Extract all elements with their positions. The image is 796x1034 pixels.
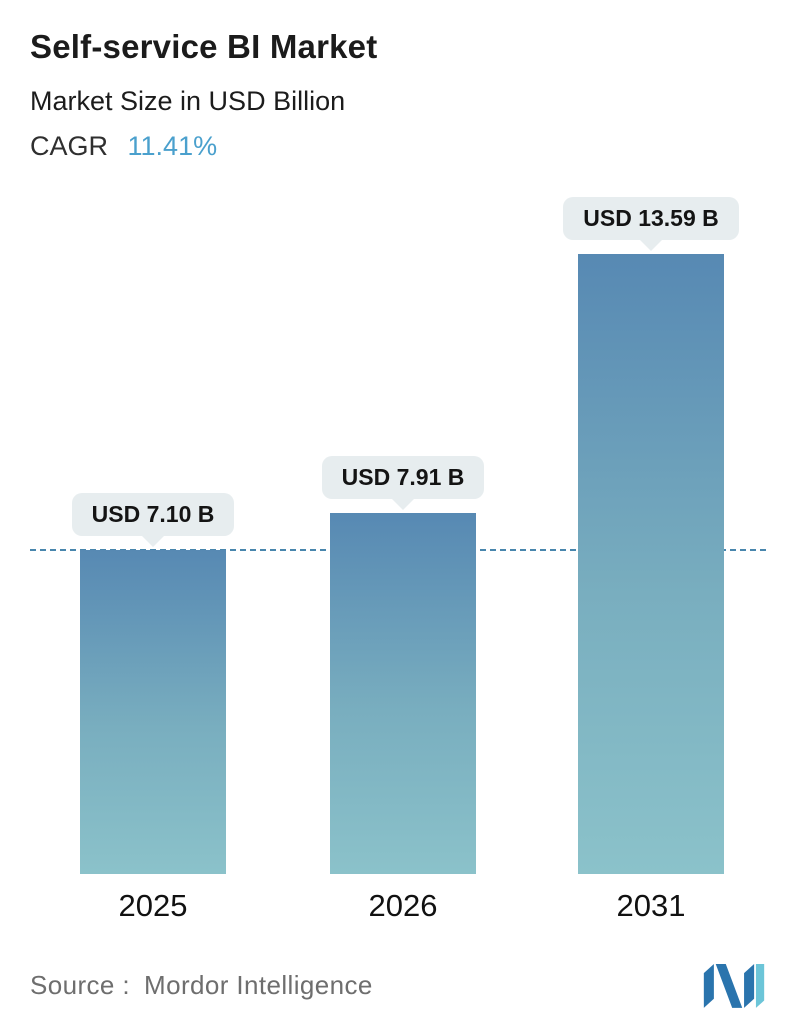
pill-pointer-icon <box>142 536 164 547</box>
bar-2026 <box>330 513 476 874</box>
cagr-label: CAGR <box>30 131 109 161</box>
mordor-intelligence-logo-icon <box>703 963 765 1008</box>
source-text: Source : Mordor Intelligence <box>30 970 373 1001</box>
x-axis-label-2026: 2026 <box>368 888 438 923</box>
x-axis-label-2031: 2031 <box>616 888 686 923</box>
bar-chart: USD 7.10 B 2025 USD 7.91 B 2026 USD 13.5… <box>30 197 766 923</box>
value-pill: USD 7.91 B <box>321 456 485 499</box>
cagr-value: 11.41% <box>127 131 218 161</box>
source-label: Source : <box>30 969 131 1000</box>
bar-2031 <box>578 254 724 874</box>
pill-pointer-icon <box>392 499 414 510</box>
value-pill: USD 13.59 B <box>563 197 739 240</box>
bar-group-2025: USD 7.10 B 2025 <box>71 493 235 923</box>
chart-subtitle: Market Size in USD Billion <box>30 86 346 116</box>
bar-group-2031: USD 13.59 B 2031 <box>563 197 739 923</box>
source-value: Mordor Intelligence <box>144 969 373 1000</box>
pill-pointer-icon <box>640 240 662 251</box>
footer: Source : Mordor Intelligence <box>30 962 766 1008</box>
bar-group-2026: USD 7.91 B 2026 <box>321 456 485 923</box>
bar-2025 <box>80 550 226 874</box>
value-pill: USD 7.10 B <box>71 493 235 536</box>
cagr-row: CAGR 11.41% <box>30 131 766 162</box>
page-title: Self-service BI Market <box>30 28 378 65</box>
x-axis-label-2025: 2025 <box>118 888 188 923</box>
